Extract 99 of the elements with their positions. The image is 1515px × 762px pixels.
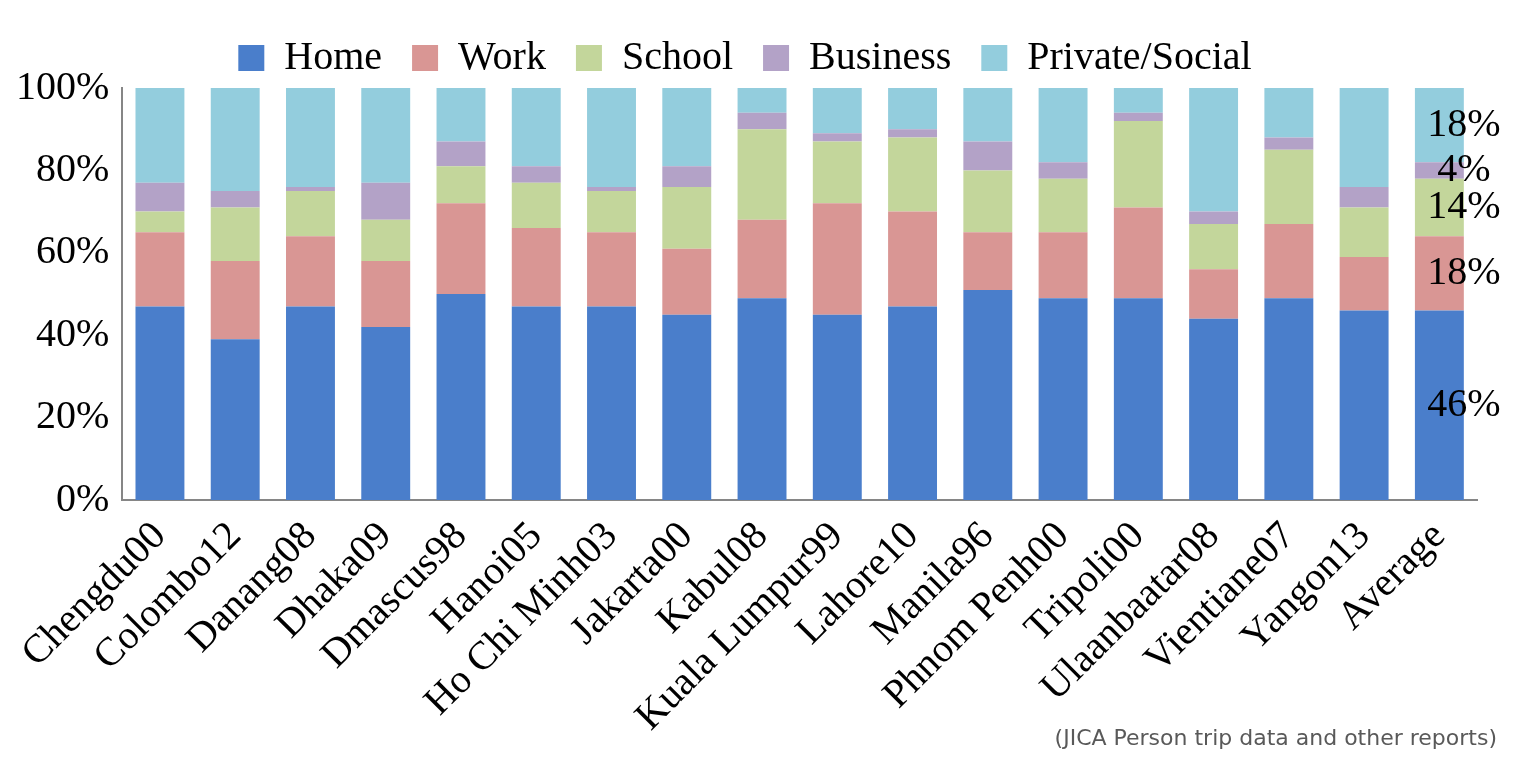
bar [888, 306, 938, 501]
bar [210, 88, 260, 192]
bar [812, 88, 862, 134]
bar [1264, 223, 1314, 299]
bar [737, 129, 787, 220]
bar [1038, 232, 1088, 299]
bar [737, 219, 787, 299]
bar [812, 314, 862, 501]
bar [286, 191, 335, 237]
bar [662, 166, 712, 187]
bar [963, 232, 1013, 290]
bar [1264, 88, 1314, 138]
y-tick-label: 40% [35, 309, 110, 355]
bar [286, 306, 335, 501]
bar [662, 186, 712, 249]
bar [662, 248, 712, 315]
bar [587, 232, 636, 307]
bar [1189, 318, 1239, 501]
y-tick-label: 20% [35, 392, 110, 438]
bar [587, 306, 636, 501]
bar [135, 88, 185, 183]
bar [1113, 298, 1163, 501]
bar [737, 88, 787, 113]
bar [587, 191, 636, 233]
bar [888, 211, 938, 307]
bar [1038, 88, 1088, 163]
bar [286, 186, 335, 192]
y-tick-label: 0% [55, 474, 110, 520]
bar [1038, 178, 1088, 233]
bar [436, 294, 486, 501]
bar [511, 182, 561, 229]
bar [1113, 112, 1163, 121]
bar [436, 141, 486, 167]
legend-label: Home [284, 32, 383, 78]
bar [286, 236, 335, 307]
y-tick-label: 60% [35, 227, 110, 273]
bar [511, 306, 561, 501]
bar [1339, 88, 1389, 187]
bar [1264, 298, 1314, 501]
bar [1189, 223, 1239, 270]
bar [888, 88, 938, 130]
bar [210, 261, 260, 340]
bar [963, 289, 1013, 501]
bar [1339, 207, 1389, 257]
bar [737, 298, 787, 501]
bar [963, 141, 1013, 171]
bar [1113, 207, 1163, 299]
bar [436, 203, 486, 295]
bar [1038, 162, 1088, 179]
bar [436, 166, 486, 204]
legend-label: Business [809, 32, 952, 78]
bar [361, 182, 411, 220]
bar [436, 88, 486, 142]
bar [587, 88, 636, 187]
bar [135, 211, 185, 233]
bar [1339, 256, 1389, 311]
bar [135, 182, 185, 212]
bar [1113, 120, 1163, 208]
bar [963, 88, 1013, 142]
legend-label: Work [458, 32, 546, 78]
bar [361, 88, 411, 183]
legend-label: Private/Social [1027, 32, 1252, 78]
bar [737, 112, 787, 130]
bar [135, 306, 185, 501]
bar [963, 170, 1013, 233]
bar [888, 137, 938, 212]
bar [1339, 310, 1389, 501]
text: (JICA Person trip data and other reports) [1054, 724, 1497, 750]
bar [286, 88, 335, 187]
bar [888, 129, 938, 138]
data-label: 18% [1427, 99, 1501, 145]
bar [1038, 298, 1088, 501]
bar [511, 88, 561, 167]
bar [1189, 269, 1239, 319]
bar [361, 219, 411, 262]
bar [210, 191, 260, 208]
bar [135, 232, 185, 307]
legend-label: School [621, 32, 734, 78]
bar [1264, 137, 1314, 150]
bar [1113, 88, 1163, 113]
bar [210, 207, 260, 262]
bar [587, 186, 636, 192]
bar [361, 261, 411, 327]
bar [662, 314, 712, 501]
bar [662, 88, 712, 167]
y-tick-label: 100% [15, 62, 110, 108]
bar [511, 166, 561, 183]
bar [1189, 211, 1239, 224]
bar [1264, 149, 1314, 224]
y-tick-label: 80% [35, 144, 110, 190]
bar [812, 133, 862, 142]
bar [1339, 186, 1389, 208]
bar [361, 326, 411, 501]
bar [812, 203, 862, 315]
data-label: 18% [1427, 247, 1501, 293]
bar [511, 228, 561, 307]
bar [1189, 88, 1239, 212]
bar [812, 141, 862, 204]
bar [210, 339, 260, 501]
